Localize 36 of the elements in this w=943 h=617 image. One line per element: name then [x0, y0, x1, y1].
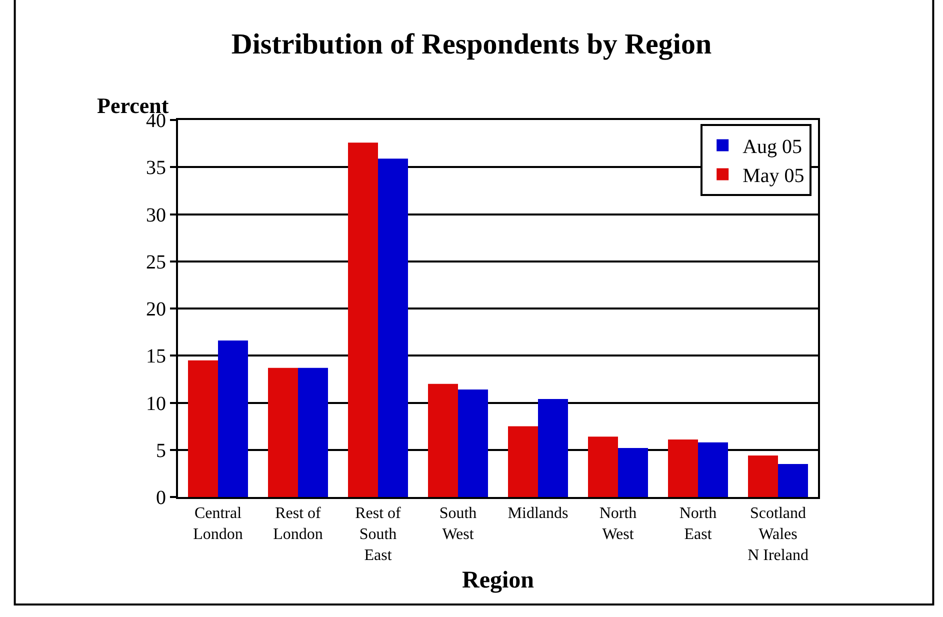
y-tick-label: 20	[146, 298, 166, 320]
x-tick-label: Midlands	[508, 505, 568, 522]
chart-title: Distribution of Respondents by Region	[231, 28, 712, 60]
bar	[348, 142, 378, 497]
y-tick-label: 15	[146, 346, 166, 368]
y-tick-label: 5	[156, 440, 166, 462]
y-tick-label: 25	[146, 251, 166, 274]
y-tick-label: 30	[146, 204, 166, 226]
legend-label: May 05	[742, 165, 804, 188]
x-tick-label: Scotland Wales N Ireland	[748, 505, 808, 564]
bar	[428, 384, 458, 497]
bar	[778, 464, 808, 497]
bar	[538, 398, 568, 497]
bar	[618, 448, 648, 497]
bar	[458, 390, 488, 497]
x-tick-label: Rest of London	[273, 505, 323, 543]
bar	[698, 442, 728, 497]
bar	[668, 440, 698, 497]
x-tick-label: Central London	[193, 505, 243, 543]
bar	[748, 456, 778, 497]
bar	[508, 426, 538, 497]
bar	[268, 368, 298, 497]
y-tick-label: 0	[156, 487, 166, 509]
x-tick-label: North East	[679, 505, 717, 543]
bar	[378, 158, 408, 497]
legend-label: Aug 05	[742, 136, 802, 158]
bar	[218, 340, 248, 497]
bar	[298, 368, 328, 497]
y-tick-label: 35	[146, 157, 166, 180]
y-tick-label: 10	[146, 392, 166, 415]
x-axis-title: Region	[462, 568, 534, 594]
x-tick-label: North West	[599, 505, 637, 543]
bar	[588, 436, 618, 497]
bar	[188, 360, 218, 497]
x-tick-label: South West	[439, 505, 477, 543]
x-tick-label: Rest of South East	[355, 505, 402, 564]
